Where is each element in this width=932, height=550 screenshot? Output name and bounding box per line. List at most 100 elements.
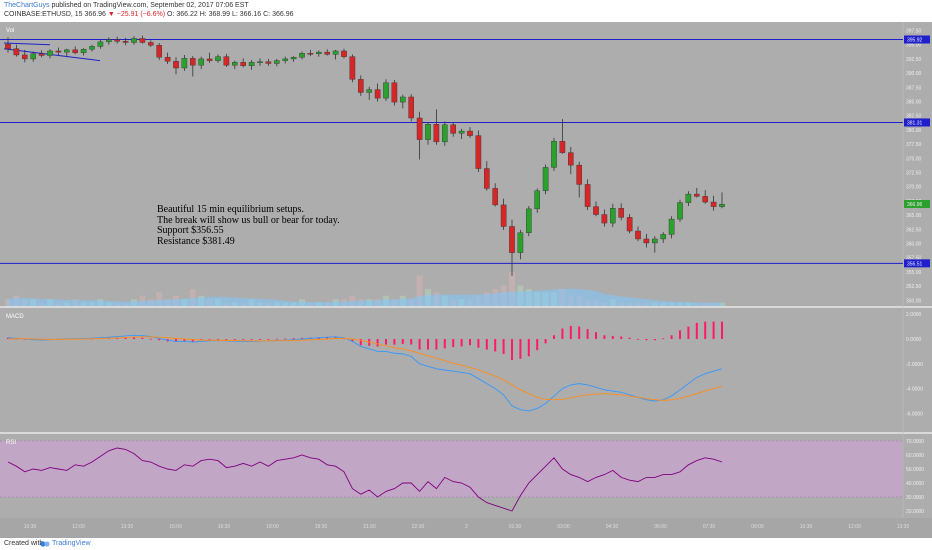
macd-histogram-bar <box>595 332 597 339</box>
candle-body <box>500 204 507 227</box>
time-axis-tick: 09:00 <box>751 524 764 530</box>
signal-line <box>7 336 723 401</box>
chart-canvas[interactable]: 397.50 395.00 392.50 390.00 387.50 385.00 382.… <box>0 22 932 538</box>
volume-bar <box>416 275 423 306</box>
price-axis-tick: 392.50 <box>906 57 922 63</box>
macd-histogram-bar <box>469 339 471 346</box>
candle-body <box>425 124 431 140</box>
price-badge: 356.51 <box>907 261 923 267</box>
volume-bar <box>509 272 515 306</box>
tradingview-link[interactable]: TradingView <box>52 540 91 547</box>
candle-body <box>610 208 616 224</box>
candle-body <box>30 53 37 60</box>
candle-body <box>282 58 289 61</box>
candle-body <box>215 56 221 61</box>
time-axis-tick: 15:00 <box>169 524 182 530</box>
macd-histogram-bar <box>519 339 522 359</box>
macd-histogram-bar <box>687 326 690 339</box>
price-axis-tick: 380.00 <box>906 128 922 134</box>
candle-body <box>416 117 423 140</box>
macd-axis-tick: -2.0000 <box>906 362 923 368</box>
macd-histogram-bar <box>242 339 245 340</box>
author-link[interactable]: TheChartGuys <box>4 2 50 9</box>
time-axis-tick: 12:00 <box>72 524 85 530</box>
candle-body <box>652 238 658 244</box>
macd-histogram-bar <box>183 339 186 342</box>
candle-body <box>290 57 297 60</box>
candle-body <box>568 152 574 166</box>
time-axis-tick: 2 <box>465 524 468 530</box>
macd-histogram-bar <box>662 338 665 340</box>
time-axis-tick: 12:00 <box>848 524 861 530</box>
price-axis-tick: 377.50 <box>906 142 922 148</box>
macd-histogram-bar <box>704 321 707 339</box>
candle-body <box>257 61 263 63</box>
macd-histogram-bar <box>410 339 413 345</box>
annotation-note: Beautiful 15 min equilibrium setups. The… <box>157 204 340 247</box>
candle-body <box>139 38 146 43</box>
price-axis-tick: 350.00 <box>906 298 922 304</box>
chart-area[interactable]: 397.50 395.00 392.50 390.00 387.50 385.00 382.… <box>0 22 932 538</box>
time-axis-tick: 10:30 <box>24 524 37 530</box>
macd-histogram-bar <box>418 339 421 350</box>
macd-histogram-bar <box>376 339 379 347</box>
price-badge: 381.31 <box>907 120 923 126</box>
macd-histogram-bar <box>301 337 303 339</box>
publish-info: TheChartGuys published on TradingView.co… <box>4 2 249 9</box>
rsi-pane-label: RSI <box>6 440 16 446</box>
candle-body <box>593 206 599 215</box>
candle-body <box>231 62 238 66</box>
price-axis-tick: 395.00 <box>906 43 922 49</box>
macd-histogram-bar <box>695 322 698 339</box>
macd-histogram-bar <box>401 339 404 344</box>
price-axis-tick: 382.50 <box>906 114 922 120</box>
macd-histogram-bar <box>611 335 614 339</box>
candle-body <box>189 58 196 66</box>
macd-histogram-bar <box>460 339 463 347</box>
candle-body <box>5 43 11 49</box>
macd-histogram-bar <box>191 339 194 342</box>
rsi-axis-tick: 50.0000 <box>906 467 924 473</box>
price-axis-tick: 355.00 <box>906 270 922 276</box>
candle-body <box>492 188 499 206</box>
macd-histogram-bar <box>275 338 278 340</box>
candle-body <box>467 130 473 136</box>
macd-histogram-bar <box>721 321 723 339</box>
candle-body <box>668 218 675 235</box>
candle-body <box>173 60 179 69</box>
change-label: ▼ −25.91 (−6.6%) <box>107 11 166 18</box>
price-axis-tick: 360.00 <box>906 242 922 248</box>
macd-histogram-bar <box>628 337 631 339</box>
macd-axis-tick: 2.0000 <box>906 312 922 318</box>
macd-histogram-bar <box>712 321 715 339</box>
candle-body <box>408 96 415 119</box>
price-badge: 366.96 <box>907 202 923 208</box>
macd-axis-tick: -6.0000 <box>906 411 923 417</box>
candle-body <box>332 50 339 55</box>
price-label: 366.96 <box>84 11 106 18</box>
candle-body <box>433 124 440 143</box>
macd-histogram-bar <box>267 339 270 340</box>
candle-body <box>164 57 171 62</box>
candle-body <box>374 89 381 99</box>
time-axis-tick: 04:30 <box>606 524 619 530</box>
candle-body <box>55 50 62 53</box>
candle-body <box>72 49 78 53</box>
candle-body <box>458 130 465 134</box>
candle-body <box>63 49 70 53</box>
candle-body <box>248 62 255 66</box>
candle-body <box>13 48 20 56</box>
candle-body <box>542 167 549 191</box>
candle-body <box>80 49 87 53</box>
macd-histogram-bar <box>149 338 152 340</box>
macd-histogram-bar <box>141 337 144 339</box>
macd-histogram-bar <box>653 339 656 341</box>
time-axis-tick: 19:30 <box>315 524 328 530</box>
published-text: published on TradingView.com, September … <box>51 2 249 9</box>
macd-histogram-bar <box>259 339 261 340</box>
macd-histogram-bar <box>485 339 488 350</box>
price-axis-tick: 372.50 <box>906 171 922 177</box>
candle-body <box>643 238 650 244</box>
candle-body <box>383 82 389 99</box>
candle-body <box>198 58 205 66</box>
